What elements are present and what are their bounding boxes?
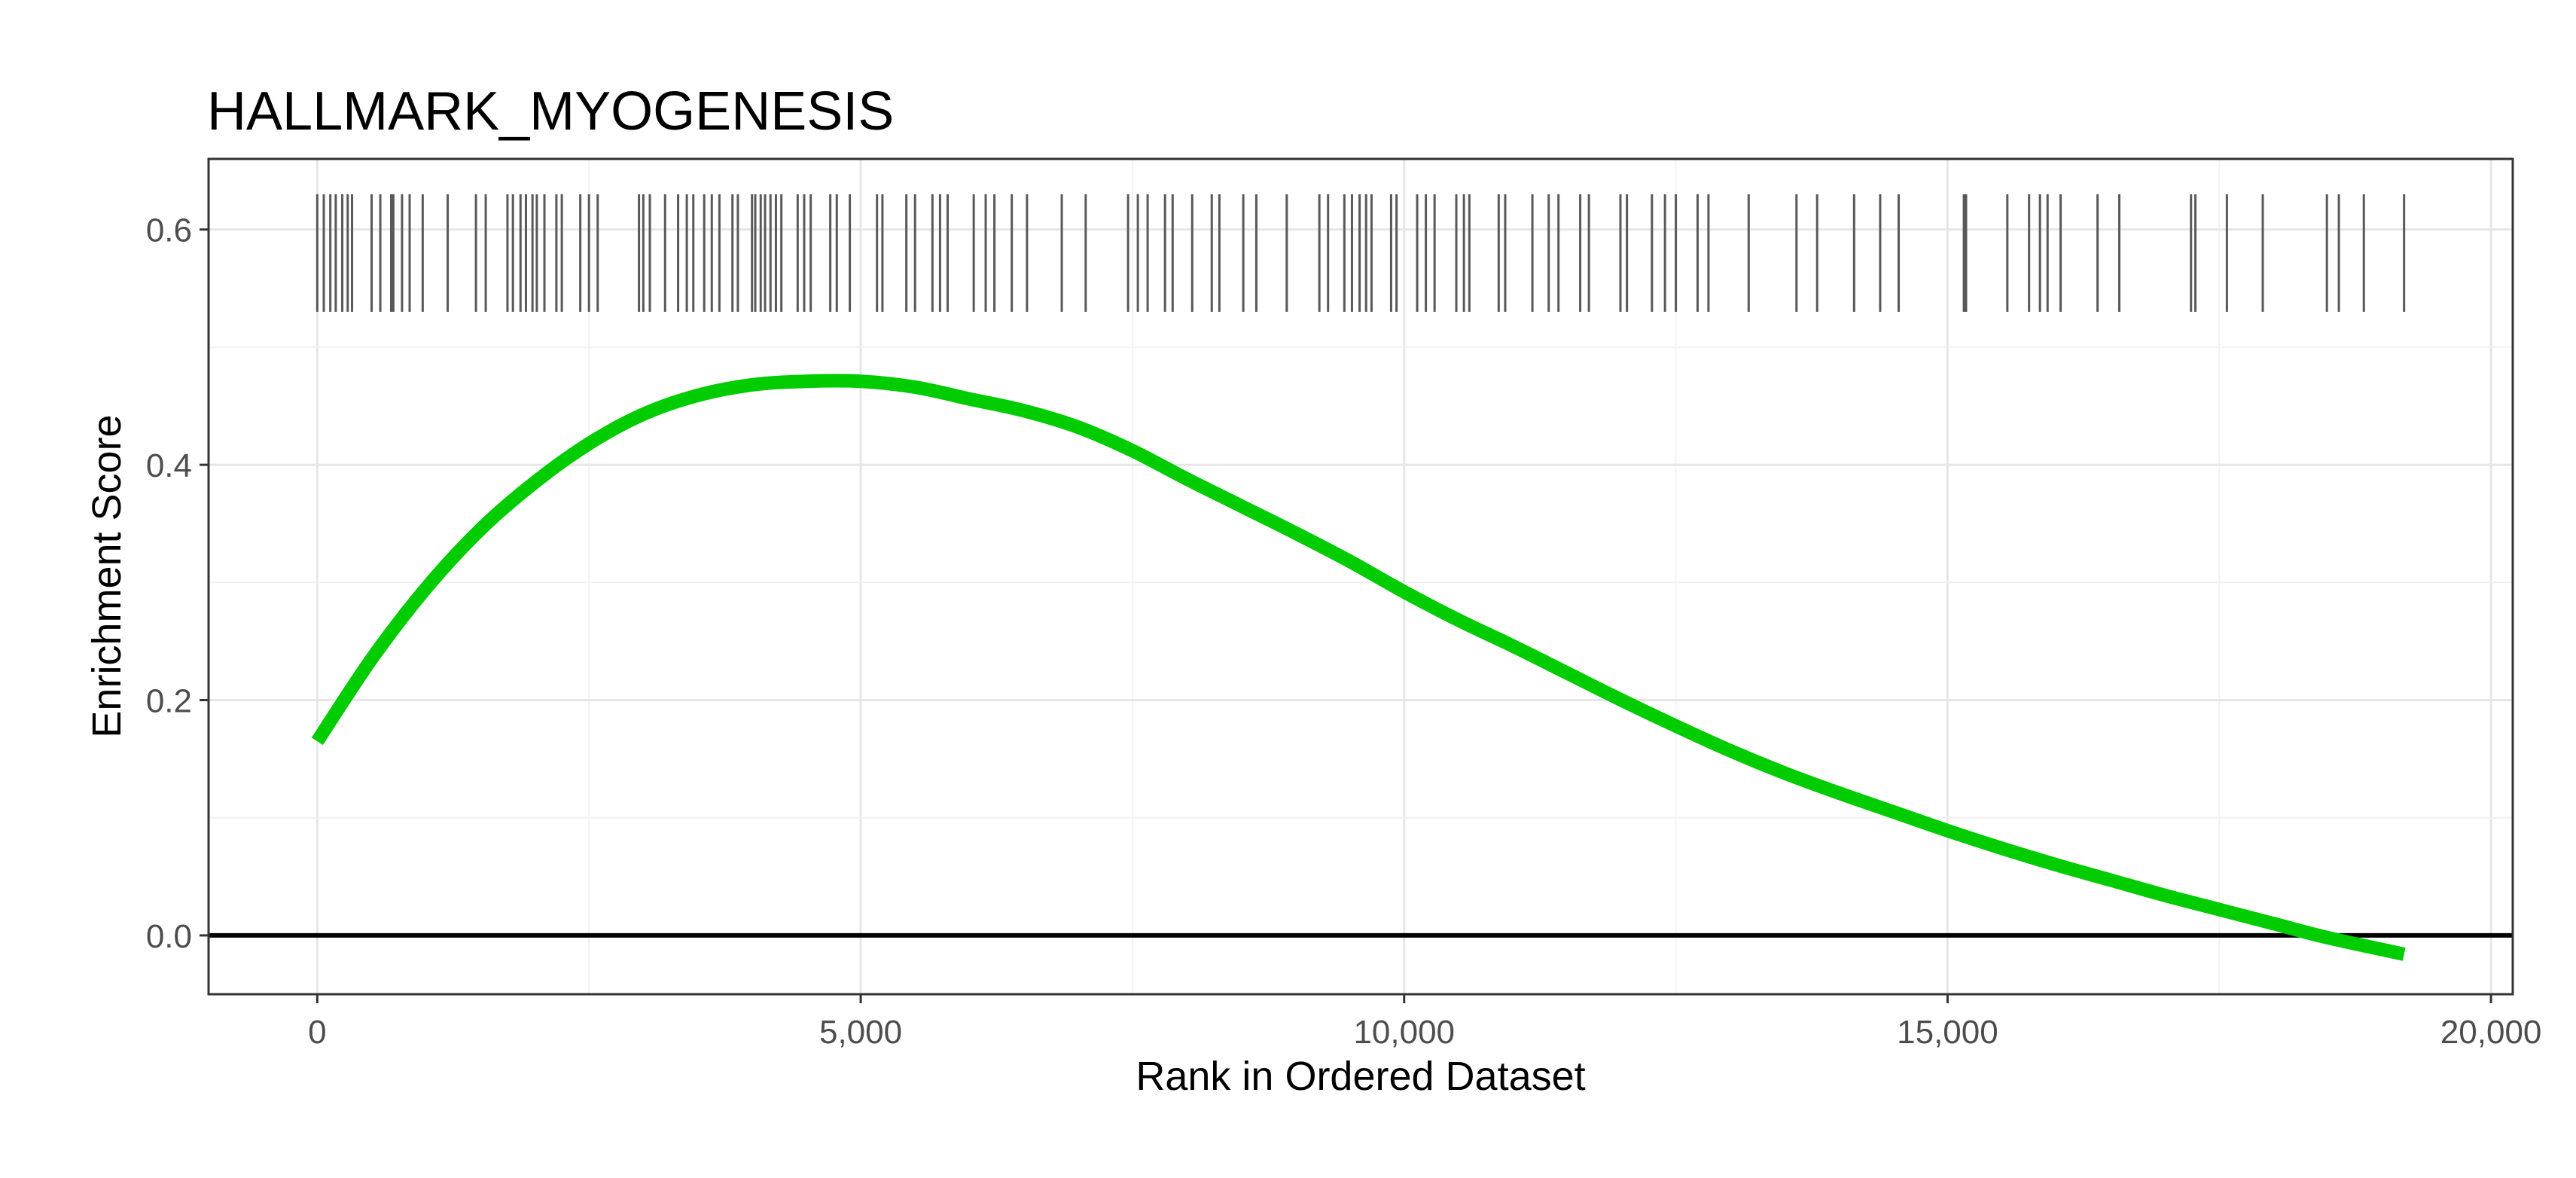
enrichment-score-line [311,374,2406,961]
y-tick-label: 0.6 [146,212,192,249]
x-tick-label: 5,000 [819,1014,902,1051]
x-tick-label: 20,000 [2440,1014,2542,1051]
y-tick-label: 0.2 [146,683,192,720]
x-tick-label: 10,000 [1353,1014,1455,1051]
y-axis-title: Enrichment Score [84,414,130,737]
chart-title: HALLMARK_MYOGENESIS [207,81,894,142]
axes: 0 5,000 10,000 15,000 20,000 0.0 0.2 0.4 0.6 [146,212,2542,1051]
y-tick-label: 0.4 [146,447,192,484]
x-axis-title: Rank in Ordered Dataset [1136,1054,1585,1099]
series-layer [311,374,2406,961]
hit-markers [316,194,2406,313]
panel-border [207,157,2514,996]
y-tick-label: 0.0 [146,918,192,955]
x-tick-label: 15,000 [1897,1014,1998,1051]
x-tick-label: 0 [308,1014,326,1051]
